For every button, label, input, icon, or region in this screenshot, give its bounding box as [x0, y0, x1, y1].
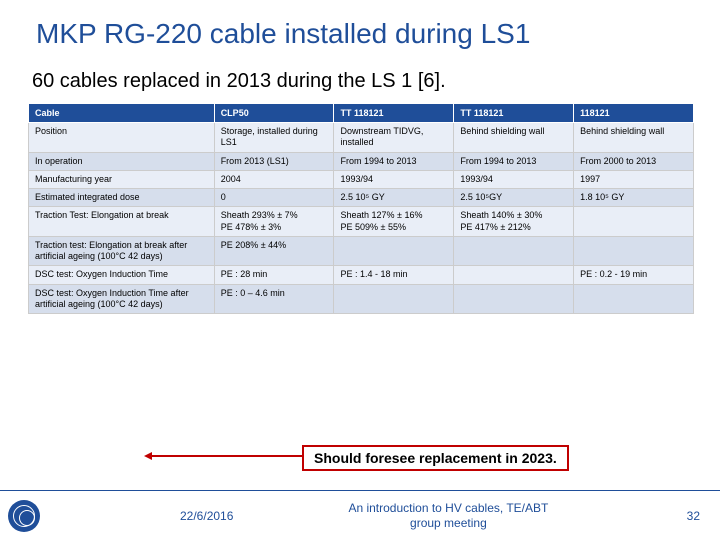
table-cell: PE 208% ± 44% — [214, 236, 334, 266]
table-row: Estimated integrated dose02.5 10⁵ GY2.5 … — [29, 189, 694, 207]
table-cell: DSC test: Oxygen Induction Time after ar… — [29, 284, 215, 314]
table-cell: Behind shielding wall — [454, 123, 574, 153]
table-cell — [454, 266, 574, 284]
table-cell: 1993/94 — [334, 170, 454, 188]
table-cell: Behind shielding wall — [574, 123, 694, 153]
table-cell: 1.8 10⁵ GY — [574, 189, 694, 207]
table-row: Traction test: Elongation at break after… — [29, 236, 694, 266]
th-cable: Cable — [29, 104, 215, 123]
table-cell: PE : 28 min — [214, 266, 334, 284]
table-cell: 2.5 10⁵GY — [454, 189, 574, 207]
footer-meeting: An introduction to HV cables, TE/ABT gro… — [333, 501, 563, 530]
footer-page-number: 32 — [687, 509, 700, 523]
table-cell: From 2000 to 2013 — [574, 152, 694, 170]
slide-title: MKP RG-220 cable installed during LS1 — [0, 0, 720, 50]
th-clp50: CLP50 — [214, 104, 334, 123]
table-cell: 0 — [214, 189, 334, 207]
table-cell: PE : 0 – 4.6 min — [214, 284, 334, 314]
table-cell: Sheath 140% ± 30% PE 417% ± 212% — [454, 207, 574, 237]
table-cell: 2.5 10⁵ GY — [334, 189, 454, 207]
table-row: DSC test: Oxygen Induction Time after ar… — [29, 284, 694, 314]
table-cell — [574, 284, 694, 314]
table-cell: Storage, installed during LS1 — [214, 123, 334, 153]
table-cell — [574, 236, 694, 266]
table-cell: Traction Test: Elongation at break — [29, 207, 215, 237]
table-cell: From 2013 (LS1) — [214, 152, 334, 170]
callout-arrow — [150, 455, 302, 457]
table-cell — [334, 236, 454, 266]
table-cell: Traction test: Elongation at break after… — [29, 236, 215, 266]
slide-subtitle: 60 cables replaced in 2013 during the LS… — [0, 50, 720, 103]
callout-box: Should foresee replacement in 2023. — [302, 445, 569, 471]
table-cell — [334, 284, 454, 314]
table-cell: In operation — [29, 152, 215, 170]
table-cell — [454, 236, 574, 266]
table-cell: Position — [29, 123, 215, 153]
table-cell: From 1994 to 2013 — [454, 152, 574, 170]
table-cell: Downstream TIDVG, installed — [334, 123, 454, 153]
table-cell: Estimated integrated dose — [29, 189, 215, 207]
table-cell: Sheath 293% ± 7% PE 478% ± 3% — [214, 207, 334, 237]
table-cell: Manufacturing year — [29, 170, 215, 188]
table-row: DSC test: Oxygen Induction TimePE : 28 m… — [29, 266, 694, 284]
table-row: Manufacturing year20041993/941993/941997 — [29, 170, 694, 188]
table-cell: Sheath 127% ± 16% PE 509% ± 55% — [334, 207, 454, 237]
table-cell: PE : 1.4 - 18 min — [334, 266, 454, 284]
table-cell: From 1994 to 2013 — [334, 152, 454, 170]
table-cell: 2004 — [214, 170, 334, 188]
cern-logo-icon — [8, 500, 40, 532]
table-cell — [454, 284, 574, 314]
table-row: Traction Test: Elongation at breakSheath… — [29, 207, 694, 237]
table-row: PositionStorage, installed during LS1Dow… — [29, 123, 694, 153]
table-row: In operationFrom 2013 (LS1)From 1994 to … — [29, 152, 694, 170]
th-tt1: TT 118121 — [334, 104, 454, 123]
footer-date: 22/6/2016 — [180, 509, 233, 523]
footer-bar: 22/6/2016 An introduction to HV cables, … — [0, 490, 720, 540]
th-tt2: TT 118121 — [454, 104, 574, 123]
cable-table: Cable CLP50 TT 118121 TT 118121 118121 P… — [28, 103, 694, 314]
table-header-row: Cable CLP50 TT 118121 TT 118121 118121 — [29, 104, 694, 123]
table-cell: PE : 0.2 - 19 min — [574, 266, 694, 284]
table-cell: 1993/94 — [454, 170, 574, 188]
table-cell: 1997 — [574, 170, 694, 188]
th-118121: 118121 — [574, 104, 694, 123]
table-cell: DSC test: Oxygen Induction Time — [29, 266, 215, 284]
table-cell — [574, 207, 694, 237]
